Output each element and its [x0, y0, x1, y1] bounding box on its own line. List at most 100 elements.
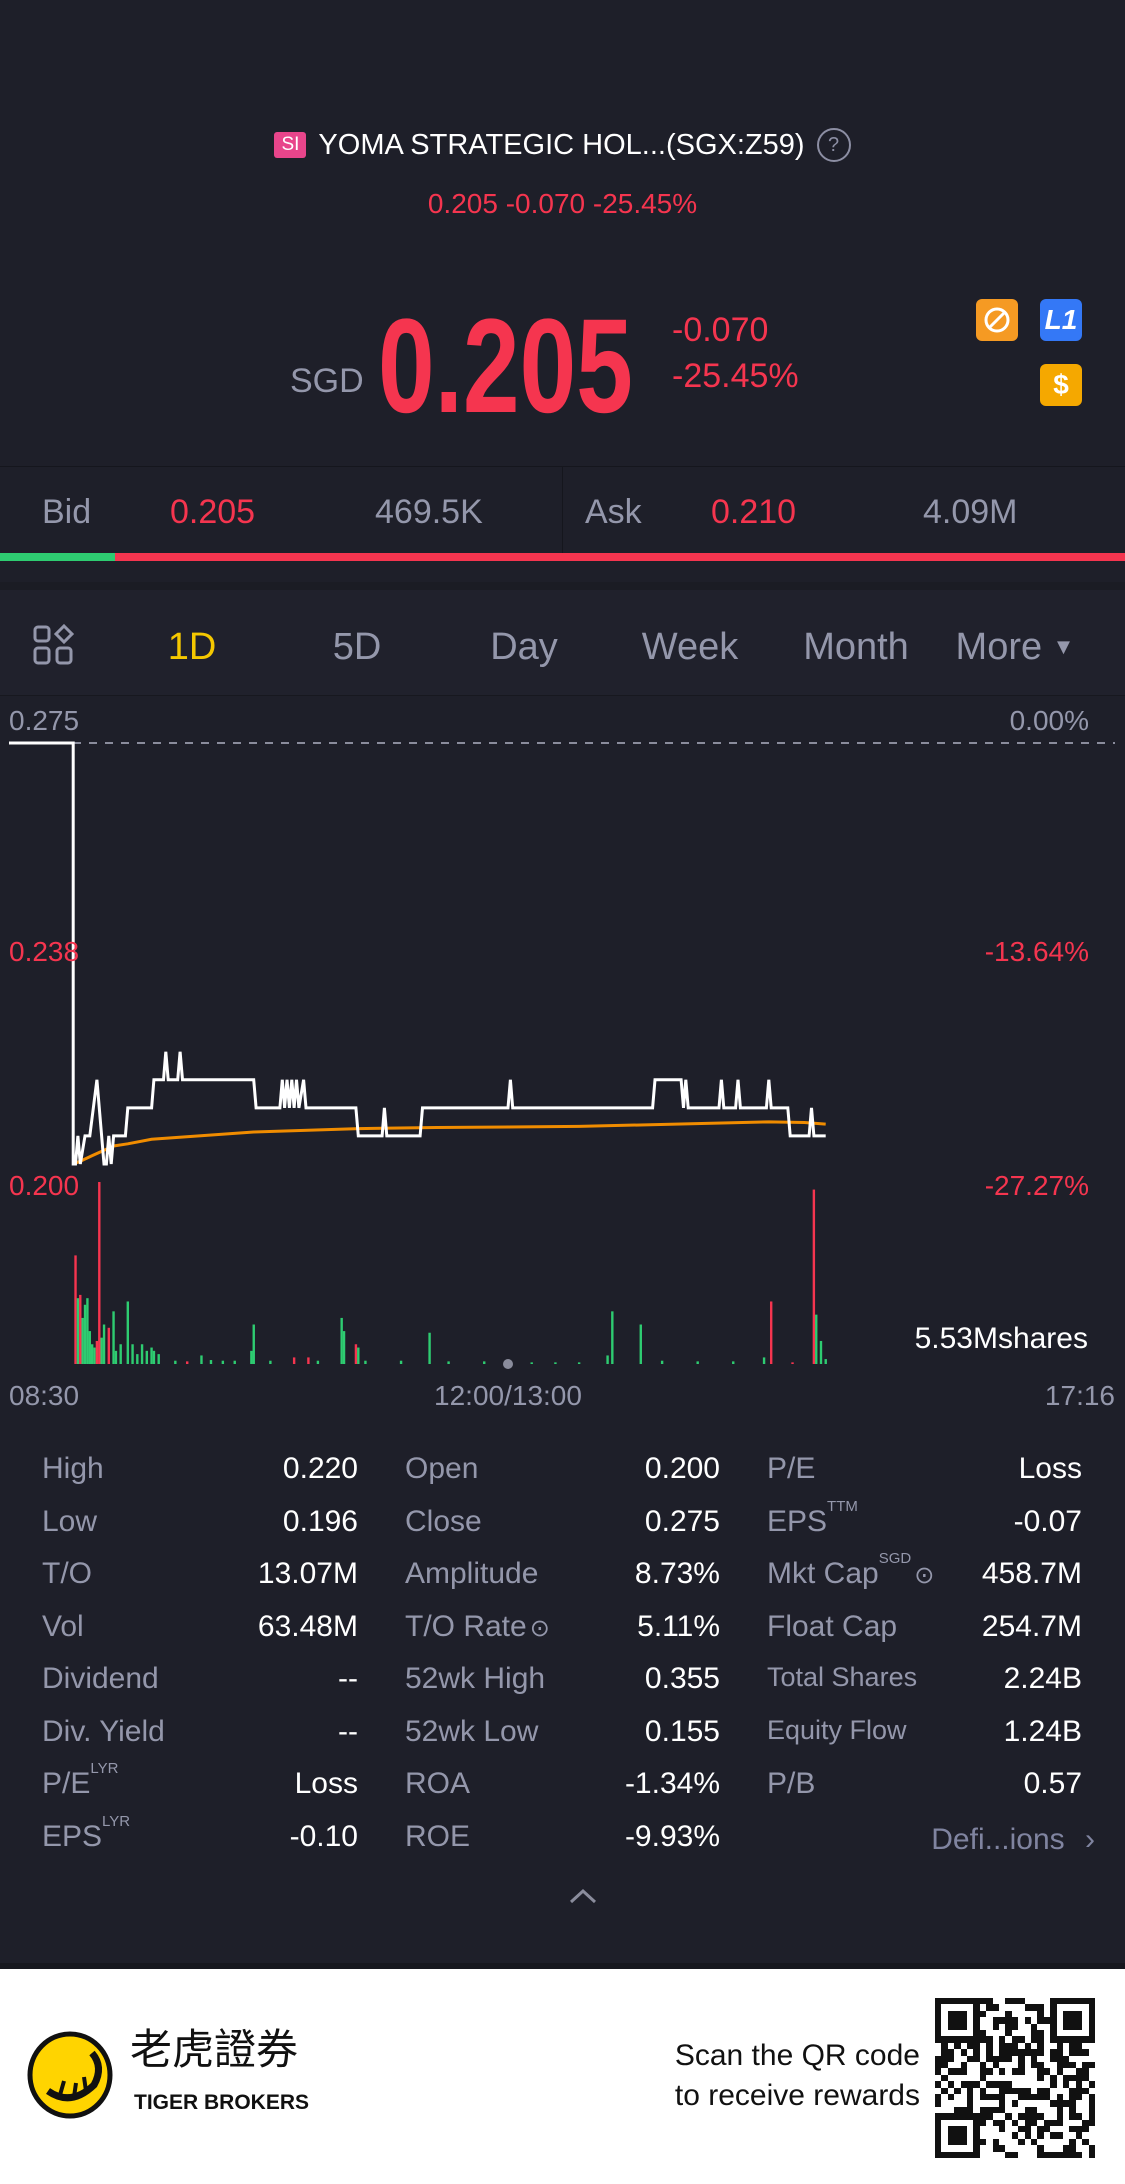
intraday-chart[interactable] — [0, 700, 1125, 1420]
stat-label: ROA — [405, 1767, 470, 1802]
stat-value: -- — [338, 1714, 358, 1748]
volume-bar — [152, 1350, 156, 1364]
tab-day[interactable]: Day — [490, 626, 558, 668]
volume-bar — [815, 1314, 818, 1364]
price-line — [9, 741, 826, 1166]
volume-bar — [791, 1362, 794, 1364]
volume-bar — [364, 1360, 367, 1364]
stat-value: 1.24B — [1003, 1714, 1082, 1748]
stat-label-text: Dividend — [42, 1662, 159, 1695]
y-label-mid: 0.238 — [9, 936, 80, 967]
volume-bar — [83, 1304, 87, 1364]
volume-bar — [769, 1301, 773, 1364]
stat-value: -1.34% — [624, 1767, 720, 1800]
volume-bar — [136, 1354, 139, 1364]
volume-bar — [100, 1337, 103, 1364]
volume-bar — [660, 1360, 664, 1364]
bid-size: 469.5K — [375, 493, 483, 531]
stat-label-text: ROE — [405, 1819, 471, 1853]
market-badge: SI — [274, 132, 307, 158]
volume-bar — [340, 1317, 343, 1364]
volume-bar — [399, 1360, 403, 1364]
volume-bar — [98, 1182, 101, 1364]
y-label-bottom: 0.200 — [9, 1170, 80, 1201]
volume-max-label: 5.53Mshares — [914, 1322, 1088, 1355]
layout-grid-icon[interactable] — [33, 623, 75, 671]
pct-label-bottom: -27.27% — [984, 1170, 1089, 1201]
tab-month[interactable]: Month — [803, 626, 909, 668]
volume-bar — [174, 1360, 177, 1364]
volume-bar — [74, 1255, 77, 1364]
tab-week[interactable]: Week — [641, 626, 739, 668]
volume-bar — [93, 1347, 96, 1364]
tab-1d[interactable]: 1D — [167, 626, 217, 668]
stat-label: T/O — [42, 1557, 92, 1592]
stat-label-text: Mkt Cap — [767, 1557, 879, 1590]
volume-bar — [95, 1340, 99, 1364]
stat-value: 0.220 — [282, 1452, 358, 1485]
stat-value: -0.07 — [1013, 1504, 1082, 1538]
stat-label: ROE — [405, 1820, 470, 1855]
stat-value: Loss — [1018, 1452, 1082, 1485]
divider — [562, 467, 563, 555]
last-price: 0.205 — [378, 292, 633, 441]
dollar-icon[interactable]: $ — [1040, 364, 1082, 406]
stat-value: 0.57 — [1023, 1767, 1082, 1800]
stat-value: -0.10 — [289, 1819, 358, 1853]
stat-value: 2.24B — [1003, 1662, 1082, 1695]
volume-bar — [732, 1361, 735, 1364]
stat-label: Close — [405, 1505, 482, 1540]
stat-label: 52wk High — [405, 1662, 545, 1697]
currency-label: SGD — [290, 362, 364, 400]
volume-bar — [447, 1361, 450, 1364]
volume-bar — [81, 1317, 84, 1364]
stat-label-text: T/O — [42, 1557, 92, 1590]
no-short-icon[interactable] — [976, 299, 1018, 341]
level1-icon[interactable]: L1 — [1040, 299, 1082, 341]
volume-bar — [86, 1298, 89, 1364]
volume-bar — [88, 1331, 91, 1364]
scan-line-2: to receive rewards — [674, 2079, 920, 2112]
stat-label: Dividend — [42, 1662, 159, 1697]
ask-label: Ask — [585, 493, 642, 531]
question-circle-icon[interactable]: ? — [816, 128, 851, 162]
volume-bar — [76, 1298, 80, 1364]
info-icon[interactable]: ⊙ — [914, 1562, 935, 1589]
stat-label-text: Low — [42, 1504, 98, 1538]
volume-bar — [824, 1359, 827, 1364]
stat-label-text: P/B — [767, 1767, 816, 1800]
volume-bar — [140, 1344, 144, 1364]
volume-bar — [157, 1354, 160, 1364]
price-change-pct: -25.45% — [672, 357, 799, 395]
volume-bar — [145, 1350, 149, 1364]
x-label-mid: 12:00/13:00 — [434, 1380, 582, 1411]
promo-footer: 老虎證券 TIGER BROKERS Scan the QR code to r… — [0, 1963, 1125, 2184]
volume-bar — [357, 1347, 360, 1364]
stat-value: 13.07M — [257, 1557, 358, 1590]
stat-label-text: T/O Rate — [405, 1609, 527, 1643]
brand-cn: 老虎證券 — [130, 2026, 299, 2073]
volume-bar — [200, 1355, 203, 1364]
period-tabs: 1D 5D Day Week Month More ▼ — [0, 582, 1125, 696]
stat-superscript: LYR — [90, 1760, 119, 1777]
tab-5d[interactable]: 5D — [332, 626, 382, 668]
stat-label: EPSLYR — [42, 1813, 130, 1855]
stat-value: 0.275 — [644, 1504, 720, 1538]
volume-bar — [354, 1344, 358, 1364]
bid-label: Bid — [42, 493, 92, 531]
ask-size: 4.09M — [923, 493, 1018, 531]
qr-code[interactable] — [935, 1998, 1095, 2158]
stat-label: EPSTTM — [767, 1498, 858, 1540]
stat-label-text: ROA — [405, 1767, 471, 1800]
session-break-dot — [503, 1359, 513, 1369]
caret-down-icon: ▼ — [1052, 634, 1075, 659]
definitions-link[interactable]: Defi...ions › — [931, 1823, 1095, 1856]
tab-more[interactable]: More ▼ — [956, 626, 1075, 669]
volume-bar — [819, 1340, 823, 1364]
info-icon[interactable]: ⊙ — [529, 1614, 550, 1642]
stat-label-text: P/E — [767, 1452, 816, 1485]
volume-bar — [606, 1355, 609, 1364]
stat-label: P/ELYR — [42, 1760, 118, 1802]
stat-value: 0.355 — [644, 1662, 720, 1695]
chevron-up-icon[interactable] — [568, 1886, 598, 1911]
